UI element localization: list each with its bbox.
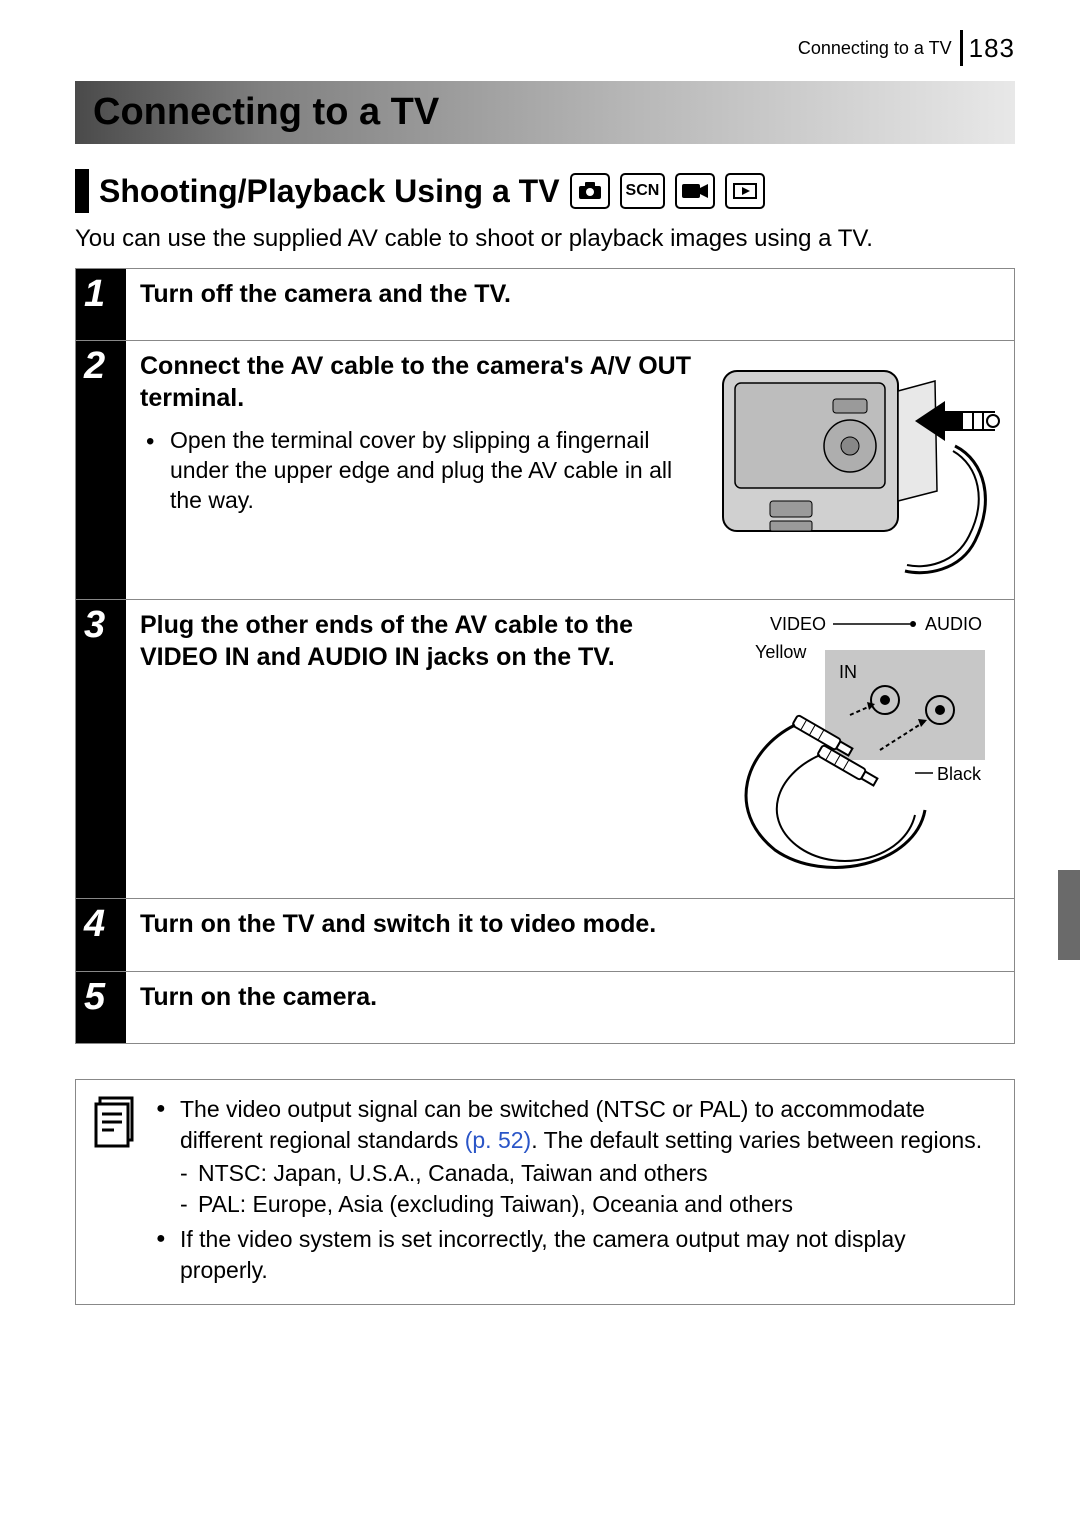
page-title: Connecting to a TV — [93, 91, 997, 134]
note-item: If the video system is set incorrectly, … — [156, 1224, 996, 1286]
note-text: If the video system is set incorrectly, … — [180, 1226, 906, 1283]
header-label: Connecting to a TV — [798, 38, 952, 59]
subheading-row: Shooting/Playback Using a TV SCN — [75, 169, 1015, 213]
audio-label: AUDIO — [925, 614, 982, 634]
step-title: Plug the other ends of the AV cable to t… — [140, 610, 700, 673]
yellow-label: Yellow — [755, 642, 807, 662]
note-sub-item: PAL: Europe, Asia (excluding Taiwan), Oc… — [180, 1189, 996, 1220]
step-number: 4 — [76, 899, 126, 970]
movie-mode-icon — [675, 173, 715, 209]
scn-mode-icon: SCN — [620, 173, 666, 209]
step-title: Connect the AV cable to the camera's A/V… — [140, 351, 700, 414]
step-row: 2 Connect the AV cable to the camera's A… — [76, 341, 1014, 600]
step-title: Turn off the camera and the TV. — [140, 279, 1000, 310]
step-number: 5 — [76, 972, 126, 1043]
page-number: 183 — [969, 33, 1015, 64]
step-title: Turn on the camera. — [140, 982, 1000, 1013]
step-row: 1 Turn off the camera and the TV. — [76, 269, 1014, 341]
step-row: 3 Plug the other ends of the AV cable to… — [76, 600, 1014, 899]
camera-mode-icon — [570, 173, 610, 209]
note-box: The video output signal can be switched … — [75, 1079, 1015, 1305]
step-bullet: Open the terminal cover by slipping a fi… — [170, 426, 700, 516]
video-label: VIDEO — [770, 614, 826, 634]
subheading-marker — [75, 169, 89, 213]
page-reference-link[interactable]: (p. 52) — [465, 1127, 531, 1153]
step-row: 4 Turn on the TV and switch it to video … — [76, 899, 1014, 971]
step-row: 5 Turn on the camera. — [76, 972, 1014, 1044]
page-number-box: 183 — [960, 30, 1015, 66]
camera-av-diagram — [715, 351, 1000, 581]
step-number: 2 — [76, 341, 126, 599]
in-label: IN — [839, 662, 857, 682]
note-list: The video output signal can be switched … — [156, 1094, 996, 1290]
intro-text: You can use the supplied AV cable to sho… — [75, 223, 1015, 254]
step-title: Turn on the TV and switch it to video mo… — [140, 909, 1000, 940]
page-title-bar: Connecting to a TV — [75, 81, 1015, 144]
note-text: . The default setting varies between reg… — [531, 1127, 982, 1153]
black-label: Black — [937, 764, 982, 784]
running-header: Connecting to a TV 183 — [75, 30, 1015, 66]
note-sub-item: NTSC: Japan, U.S.A., Canada, Taiwan and … — [180, 1158, 996, 1189]
subheading: Shooting/Playback Using a TV — [99, 173, 560, 210]
step-number: 3 — [76, 600, 126, 898]
step-number: 1 — [76, 269, 126, 340]
tv-jacks-diagram: VIDEO AUDIO Yellow IN Black — [715, 610, 1000, 880]
side-tab — [1058, 870, 1080, 960]
playback-mode-icon — [725, 173, 765, 209]
note-item: The video output signal can be switched … — [156, 1094, 996, 1220]
steps-table: 1 Turn off the camera and the TV. 2 Conn… — [75, 268, 1015, 1044]
note-icon — [94, 1094, 138, 1290]
